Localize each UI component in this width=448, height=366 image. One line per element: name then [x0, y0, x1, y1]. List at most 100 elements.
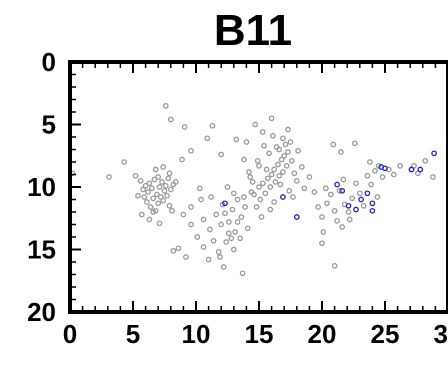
gray-point [152, 166, 159, 173]
blue-point [364, 190, 371, 197]
gray-point [330, 141, 337, 148]
gray-point [327, 191, 334, 198]
gray-point [160, 164, 167, 170]
gray-point [280, 169, 286, 175]
gray-point [213, 211, 220, 218]
gray-point [247, 174, 254, 180]
gray-point [237, 235, 243, 242]
blue-point [353, 206, 359, 213]
gray-point [345, 209, 352, 215]
gray-point [154, 191, 160, 198]
gray-point [372, 167, 378, 174]
gray-point [224, 184, 231, 190]
blue-point [222, 200, 228, 207]
gray-point [311, 189, 318, 195]
gray-point [166, 202, 173, 209]
gray-point [242, 204, 248, 210]
gray-point [368, 181, 374, 188]
gray-point [259, 180, 266, 187]
y-tick-label: 15 [27, 235, 56, 265]
gray-point [430, 174, 436, 180]
gray-point [322, 185, 329, 192]
gray-point [252, 121, 259, 128]
gray-point [181, 124, 188, 130]
gray-point [367, 159, 373, 165]
gray-point [249, 179, 256, 185]
gray-point [267, 184, 274, 190]
gray-point [411, 162, 417, 169]
gray-point [218, 151, 225, 158]
gray-point [285, 149, 291, 155]
gray-point [264, 175, 271, 182]
gray-point [194, 234, 201, 240]
gray-point [138, 211, 145, 218]
gray-point [271, 166, 277, 173]
x-tick-label: 30 [434, 319, 448, 349]
gray-point [272, 179, 279, 185]
gray-point [351, 140, 358, 147]
gray-point [161, 187, 168, 194]
gray-point [232, 229, 238, 235]
gray-point [353, 180, 359, 187]
gray-point [414, 170, 421, 177]
gray-point [334, 217, 340, 224]
gray-point [379, 174, 386, 180]
gray-point [239, 270, 246, 277]
gray-point [188, 147, 194, 154]
gray-point [155, 174, 162, 180]
gray-point [150, 195, 157, 202]
gray-point [150, 209, 157, 215]
gray-point [166, 170, 173, 177]
plot-frame [68, 60, 448, 314]
gray-point [147, 204, 154, 210]
gray-point [271, 199, 277, 205]
gray-point [266, 150, 272, 157]
gray-point [288, 157, 295, 164]
gray-point [276, 172, 283, 179]
gray-point [243, 139, 250, 145]
gray-point [230, 246, 237, 253]
blue-point [408, 166, 415, 173]
gray-point [301, 185, 308, 192]
gray-point [146, 216, 153, 223]
x-tick-label: 0 [63, 319, 77, 349]
gray-point [196, 185, 203, 192]
x-tick-label: 25 [371, 319, 400, 349]
gray-point [278, 156, 285, 163]
gray-point [157, 194, 164, 200]
gray-point [258, 214, 265, 220]
gray-point [233, 136, 240, 143]
gray-point [208, 194, 214, 200]
blue-point [358, 196, 364, 203]
blue-point [339, 187, 346, 194]
gray-point [234, 196, 241, 203]
blue-point [382, 165, 388, 172]
gray-point [241, 156, 247, 163]
data-points [69, 102, 437, 277]
gray-point [270, 132, 276, 139]
gray-point [121, 159, 128, 165]
gray-point [241, 194, 247, 200]
gray-point [183, 254, 189, 260]
gray-point [207, 226, 213, 233]
gray-point [336, 187, 343, 194]
gray-point [162, 102, 169, 109]
gray-point [291, 170, 298, 177]
gray-point [263, 166, 270, 173]
blue-point [293, 214, 300, 220]
gray-point [282, 141, 289, 148]
gray-point [287, 139, 294, 145]
gray-point [295, 147, 301, 154]
gray-point [179, 156, 185, 163]
gray-point [320, 229, 327, 235]
gray-point [225, 219, 232, 225]
gray-point [290, 194, 296, 200]
gray-point [149, 185, 155, 192]
gray-point [356, 190, 363, 197]
gray-point [167, 116, 174, 123]
gray-point [155, 200, 162, 207]
gray-point [198, 196, 204, 203]
y-tick-label: 5 [42, 110, 56, 140]
gray-point [218, 221, 225, 228]
